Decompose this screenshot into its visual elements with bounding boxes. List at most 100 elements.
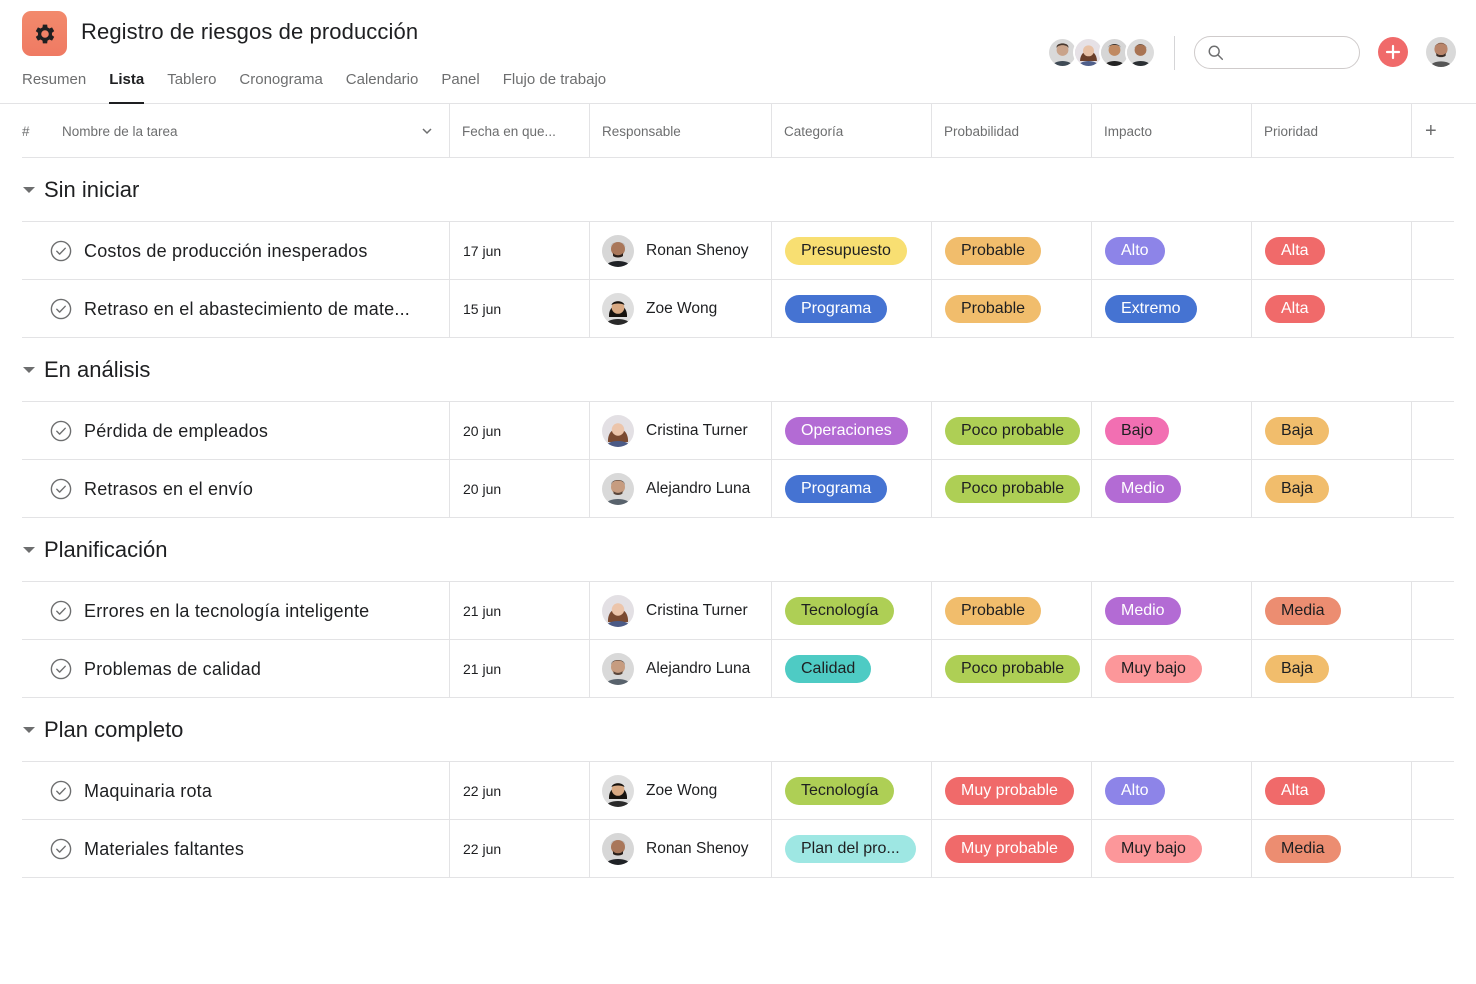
column-category[interactable]: Categoría bbox=[771, 104, 931, 158]
column-task-name[interactable]: Nombre de la tarea bbox=[62, 104, 449, 158]
add-column-button[interactable]: + bbox=[1411, 104, 1454, 158]
table-row[interactable]: Errores en la tecnología inteligente 21 j… bbox=[22, 582, 1454, 640]
table-row[interactable]: Retrasos en el envío 20 jun Alejandro Luna… bbox=[22, 460, 1454, 518]
impact-cell[interactable]: Muy bajo bbox=[1091, 820, 1251, 878]
impact-cell[interactable]: Medio bbox=[1091, 460, 1251, 518]
task-name[interactable]: Maquinaria rota bbox=[84, 780, 213, 801]
probability-tag[interactable]: Poco probable bbox=[945, 475, 1081, 503]
task-name-cell[interactable]: Costos de producción inesperados bbox=[22, 222, 449, 280]
impact-tag[interactable]: Muy bajo bbox=[1105, 835, 1202, 863]
impact-tag[interactable]: Alto bbox=[1105, 237, 1165, 265]
category-cell[interactable]: Programa bbox=[771, 280, 931, 338]
member-avatar[interactable] bbox=[1047, 37, 1078, 68]
column-assignee[interactable]: Responsable bbox=[589, 104, 771, 158]
probability-cell[interactable]: Probable bbox=[931, 582, 1091, 640]
task-name[interactable]: Pérdida de empleados bbox=[84, 420, 269, 441]
column-probability[interactable]: Probabilidad bbox=[931, 104, 1091, 158]
empty-cell[interactable] bbox=[1411, 222, 1454, 280]
task-name-cell[interactable]: Pérdida de empleados bbox=[22, 402, 449, 460]
table-row[interactable]: Materiales faltantes 22 jun Ronan Shenoy Pl… bbox=[22, 820, 1454, 878]
task-name[interactable]: Problemas de calidad bbox=[84, 658, 262, 679]
empty-cell[interactable] bbox=[1411, 582, 1454, 640]
member-avatar[interactable] bbox=[1073, 37, 1104, 68]
priority-cell[interactable]: Media bbox=[1251, 582, 1411, 640]
priority-tag[interactable]: Baja bbox=[1265, 417, 1330, 445]
priority-tag[interactable]: Media bbox=[1265, 835, 1341, 863]
column-impact[interactable]: Impacto bbox=[1091, 104, 1251, 158]
tab-resumen[interactable]: Resumen bbox=[22, 71, 87, 88]
table-row[interactable]: Costos de producción inesperados 17 jun Ro… bbox=[22, 222, 1454, 280]
empty-cell[interactable] bbox=[1411, 280, 1454, 338]
category-tag[interactable]: Programa bbox=[785, 475, 888, 503]
tab-lista[interactable]: Lista bbox=[109, 70, 145, 104]
impact-tag[interactable]: Bajo bbox=[1105, 417, 1170, 445]
user-avatar[interactable] bbox=[1426, 37, 1456, 67]
due-date[interactable]: 21 jun bbox=[449, 582, 589, 640]
task-name[interactable]: Costos de producción inesperados bbox=[84, 240, 368, 261]
probability-tag[interactable]: Poco probable bbox=[945, 417, 1081, 445]
due-date[interactable]: 20 jun bbox=[449, 460, 589, 518]
priority-cell[interactable]: Alta bbox=[1251, 222, 1411, 280]
category-tag[interactable]: Programa bbox=[785, 295, 888, 323]
empty-cell[interactable] bbox=[1411, 402, 1454, 460]
category-tag[interactable]: Presupuesto bbox=[785, 237, 907, 265]
impact-tag[interactable]: Extremo bbox=[1105, 295, 1197, 323]
table-row[interactable]: Pérdida de empleados 20 jun Cristina Turne… bbox=[22, 402, 1454, 460]
caret-down-icon[interactable] bbox=[23, 546, 35, 553]
check-circle-icon[interactable] bbox=[50, 298, 72, 320]
category-tag[interactable]: Plan del pro... bbox=[785, 835, 916, 863]
priority-cell[interactable]: Alta bbox=[1251, 280, 1411, 338]
assignee-cell[interactable]: Ronan Shenoy bbox=[589, 820, 771, 878]
probability-cell[interactable]: Muy probable bbox=[931, 820, 1091, 878]
member-avatar[interactable] bbox=[1125, 37, 1156, 68]
priority-tag[interactable]: Media bbox=[1265, 597, 1341, 625]
due-date[interactable]: 17 jun bbox=[449, 222, 589, 280]
impact-tag[interactable]: Muy bajo bbox=[1105, 655, 1202, 683]
check-circle-icon[interactable] bbox=[50, 420, 72, 442]
assignee-cell[interactable]: Ronan Shenoy bbox=[589, 222, 771, 280]
empty-cell[interactable] bbox=[1411, 460, 1454, 518]
empty-cell[interactable] bbox=[1411, 820, 1454, 878]
priority-tag[interactable]: Alta bbox=[1265, 777, 1325, 805]
project-icon[interactable] bbox=[22, 11, 67, 56]
table-row[interactable]: Problemas de calidad 21 jun Alejandro Luna… bbox=[22, 640, 1454, 698]
check-circle-icon[interactable] bbox=[50, 838, 72, 860]
task-name[interactable]: Errores en la tecnología inteligente bbox=[84, 600, 370, 621]
task-name-cell[interactable]: Errores en la tecnología inteligente bbox=[22, 582, 449, 640]
category-tag[interactable]: Operaciones bbox=[785, 417, 908, 445]
table-row[interactable]: Maquinaria rota 22 jun Zoe Wong Tecnología M… bbox=[22, 762, 1454, 820]
impact-tag[interactable]: Medio bbox=[1105, 597, 1181, 625]
assignee-cell[interactable]: Cristina Turner bbox=[589, 402, 771, 460]
due-date[interactable]: 21 jun bbox=[449, 640, 589, 698]
priority-tag[interactable]: Alta bbox=[1265, 237, 1325, 265]
task-name-cell[interactable]: Problemas de calidad bbox=[22, 640, 449, 698]
assignee-cell[interactable]: Alejandro Luna bbox=[589, 640, 771, 698]
section-header[interactable]: Plan completo bbox=[22, 698, 1454, 762]
tab-flujo-de-trabajo[interactable]: Flujo de trabajo bbox=[502, 71, 607, 88]
search-input[interactable] bbox=[1229, 43, 1349, 63]
impact-tag[interactable]: Medio bbox=[1105, 475, 1181, 503]
probability-tag[interactable]: Muy probable bbox=[945, 777, 1074, 805]
tab-tablero[interactable]: Tablero bbox=[167, 71, 217, 88]
section-header[interactable]: En análisis bbox=[22, 338, 1454, 402]
project-members[interactable] bbox=[1047, 37, 1159, 69]
category-tag[interactable]: Tecnología bbox=[785, 597, 895, 625]
task-name[interactable]: Retrasos en el envío bbox=[84, 478, 254, 499]
task-name-cell[interactable]: Retraso en el abastecimiento de mate... bbox=[22, 280, 449, 338]
quick-add-button[interactable] bbox=[1378, 37, 1408, 67]
due-date[interactable]: 22 jun bbox=[449, 762, 589, 820]
due-date[interactable]: 15 jun bbox=[449, 280, 589, 338]
category-cell[interactable]: Calidad bbox=[771, 640, 931, 698]
caret-down-icon[interactable] bbox=[23, 726, 35, 733]
caret-down-icon[interactable] bbox=[23, 366, 35, 373]
priority-cell[interactable]: Media bbox=[1251, 820, 1411, 878]
check-circle-icon[interactable] bbox=[50, 658, 72, 680]
check-circle-icon[interactable] bbox=[50, 240, 72, 262]
category-cell[interactable]: Programa bbox=[771, 460, 931, 518]
task-name-cell[interactable]: Retrasos en el envío bbox=[22, 460, 449, 518]
probability-cell[interactable]: Probable bbox=[931, 222, 1091, 280]
priority-cell[interactable]: Alta bbox=[1251, 762, 1411, 820]
impact-cell[interactable]: Muy bajo bbox=[1091, 640, 1251, 698]
impact-cell[interactable]: Alto bbox=[1091, 222, 1251, 280]
priority-tag[interactable]: Alta bbox=[1265, 295, 1325, 323]
